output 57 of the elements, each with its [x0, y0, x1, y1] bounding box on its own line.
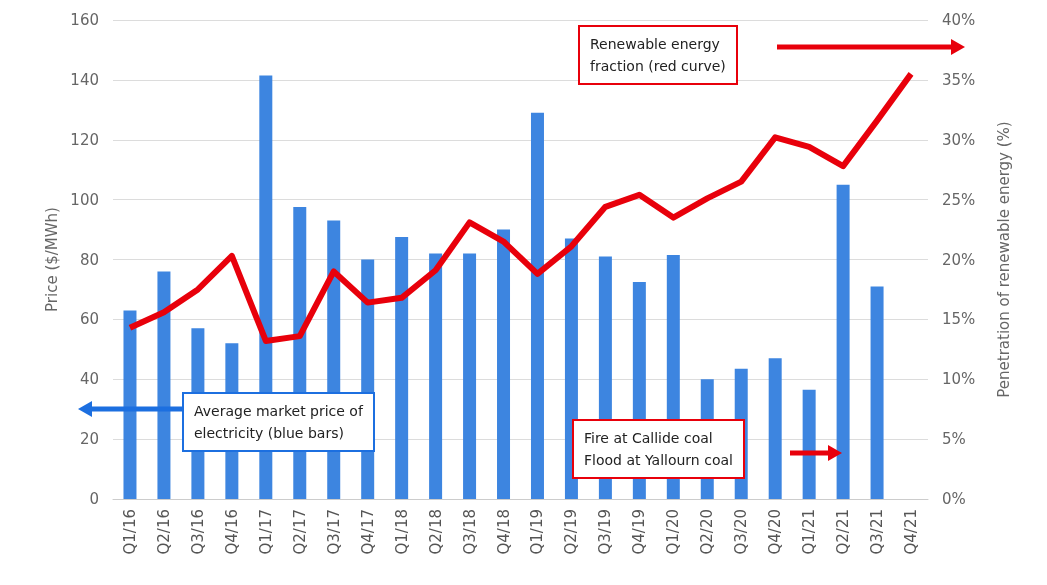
x-tick-label: Q3/19: [596, 509, 615, 555]
bar: [530, 112, 544, 499]
y-tick-label: 140: [70, 70, 99, 89]
x-tick-label: Q3/21: [868, 509, 887, 555]
annotation: Average market price of electricity (blue bars): [182, 392, 375, 452]
bar: [463, 253, 477, 499]
x-tick-label: Q4/18: [494, 509, 513, 555]
x-tick-label: Q3/18: [460, 509, 479, 555]
y-tick-label: 40: [79, 370, 99, 389]
y-tick-label: 60: [79, 310, 99, 329]
x-tick-label: Q1/17: [256, 509, 275, 555]
x-tick-label: Q2/21: [834, 509, 853, 555]
y2-tick-label: 20%: [942, 250, 976, 269]
x-tick-label: Q3/16: [188, 509, 207, 555]
bar: [836, 184, 850, 499]
y-tick-label: 160: [70, 11, 99, 29]
y-tick-label: 0: [89, 490, 99, 508]
x-tick-label: Q4/16: [222, 509, 241, 555]
x-tick-label: Q4/21: [902, 509, 921, 555]
x-tick-label: Q4/20: [766, 509, 785, 555]
x-tick-label: Q4/17: [358, 509, 377, 555]
bar: [497, 229, 511, 499]
y-tick-label: 20: [79, 430, 99, 449]
x-tick-label: Q1/18: [392, 509, 411, 555]
x-tick-label: Q1/16: [120, 509, 139, 555]
y2-tick-label: 25%: [942, 190, 976, 209]
y2-tick-label: 30%: [942, 130, 976, 149]
x-tick-label: Q2/16: [154, 509, 173, 555]
bar: [395, 237, 409, 499]
x-tick-label: Q3/20: [732, 509, 751, 555]
x-tick-label: Q3/17: [324, 509, 343, 555]
bar: [870, 286, 884, 499]
y2-tick-label: 40%: [942, 11, 976, 29]
y2-tick-label: 35%: [942, 70, 976, 89]
y2-tick-label: 5%: [942, 430, 966, 449]
y-tick-label: 120: [70, 130, 99, 149]
annotation: Renewable energy fraction (red curve): [578, 25, 738, 85]
x-tick-label: Q1/21: [800, 509, 819, 555]
y-axis-title: Price ($/MWh): [42, 207, 61, 312]
x-tick-label: Q2/20: [698, 509, 717, 555]
x-tick-label: Q2/17: [290, 509, 309, 555]
y-tick-label: 80: [79, 250, 99, 269]
bar: [123, 310, 137, 499]
y2-tick-label: 10%: [942, 370, 976, 389]
x-tick-label: Q2/18: [426, 509, 445, 555]
bar: [768, 358, 782, 499]
x-tick-label: Q2/19: [562, 509, 581, 555]
y2-axis-title: Penetration of renewable energy (%): [994, 121, 1013, 398]
annotation: Fire at Callide coal Flood at Yallourn coal: [572, 419, 745, 479]
y2-tick-label: 0%: [942, 490, 966, 508]
x-tick-label: Q1/19: [528, 509, 547, 555]
y-tick-label: 100: [70, 190, 99, 209]
bar: [429, 253, 443, 499]
y2-tick-label: 15%: [942, 310, 976, 329]
x-tick-label: Q4/19: [630, 509, 649, 555]
x-tick-label: Q1/20: [664, 509, 683, 555]
bar: [157, 271, 171, 499]
